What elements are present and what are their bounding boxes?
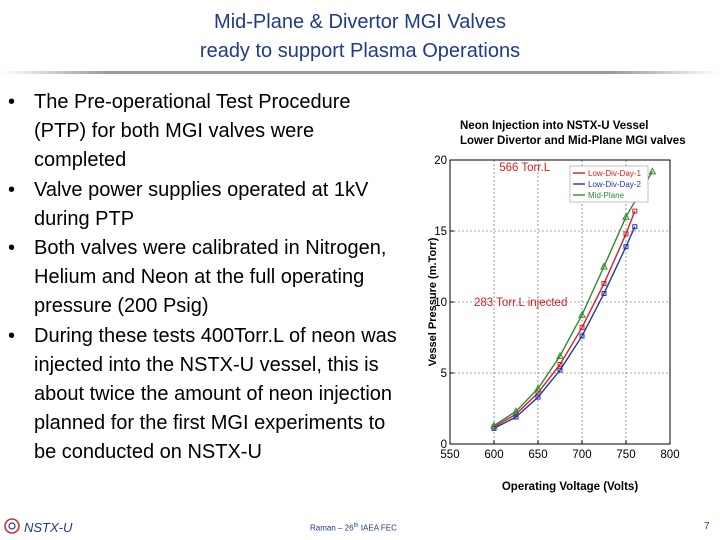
- series-line-2: [493, 171, 654, 427]
- x-tick-label: 550: [440, 449, 459, 461]
- data-point: [556, 351, 564, 359]
- y-axis-label: Vessel Pressure (m.Torr): [428, 237, 439, 366]
- data-point: [557, 361, 563, 367]
- y-tick-label: 5: [441, 368, 447, 380]
- presenter-sup: th: [353, 523, 359, 529]
- footer-presenter: Raman – 26th IAEA FEC: [310, 523, 397, 533]
- data-point: [632, 208, 638, 214]
- y-tick-label: 20: [434, 155, 447, 167]
- page-number: 7: [704, 521, 710, 532]
- footer-brand: NSTX-U: [24, 520, 73, 535]
- chart-annotation: 283 Torr.L injected: [474, 297, 567, 309]
- data-point: [648, 167, 657, 175]
- bullet-marker: •: [8, 178, 16, 201]
- slide-title-line-2: ready to support Plasma Operations: [199, 40, 521, 62]
- bullet-item: • Both valves were calibrated in Nitrogen…: [8, 234, 408, 322]
- legend-label: Low-Div-Day-1: [588, 169, 641, 178]
- x-tick-label: 600: [484, 449, 503, 461]
- x-tick-label: 650: [528, 449, 547, 461]
- data-point: [490, 421, 498, 429]
- data-point: [623, 231, 629, 237]
- bullet-marker: •: [8, 324, 16, 347]
- bullet-text: Both valves were calibrated in Nitrogen,…: [34, 237, 387, 318]
- series-line-0: [493, 210, 636, 428]
- data-point: [622, 212, 630, 220]
- title-divider: [0, 71, 720, 74]
- data-point: [557, 367, 563, 373]
- presenter-text: Raman – 26: [310, 523, 354, 533]
- data-point: [579, 333, 585, 339]
- slide-title-line-1: Mid-Plane & Divertor MGI Valves: [214, 11, 506, 33]
- y-tick-label: 10: [434, 297, 447, 309]
- bullet-item: • The Pre-operational Test Procedure (PTP…: [8, 88, 408, 176]
- slide-title: Mid-Plane & Divertor MGI Valves ready to…: [0, 8, 720, 66]
- data-point: [535, 394, 541, 400]
- bullet-text: The Pre-operational Test Procedure (PTP)…: [34, 91, 351, 172]
- bullet-list: • The Pre-operational Test Procedure (PTP…: [8, 88, 408, 468]
- bullet-item: • During these tests 400Torr.L of neon wa…: [8, 322, 408, 468]
- data-point: [600, 262, 608, 270]
- data-point: [601, 281, 607, 287]
- legend-label: Low-Div-Day-2: [588, 180, 641, 189]
- data-point: [632, 224, 638, 230]
- y-tick-label: 0: [441, 439, 447, 451]
- x-tick-label: 800: [660, 449, 679, 461]
- bullet-text: During these tests 400Torr.L of neon was…: [34, 324, 397, 464]
- legend-label: Mid-Plane: [588, 191, 625, 200]
- y-tick-label: 15: [434, 226, 447, 238]
- bullet-marker: •: [8, 237, 16, 260]
- data-point: [578, 310, 586, 318]
- data-point: [512, 407, 520, 415]
- data-point: [623, 244, 629, 250]
- chart-annotation: 566 Torr.L: [499, 162, 551, 174]
- data-point: [579, 325, 585, 331]
- data-point: [534, 384, 542, 392]
- data-point: [513, 414, 519, 420]
- nstx-logo-icon: [4, 518, 20, 534]
- bullet-text: Valve power supplies operated at 1kV dur…: [34, 178, 369, 230]
- x-tick-label: 750: [616, 449, 635, 461]
- data-point: [601, 290, 607, 296]
- presenter-tail: IAEA FEC: [358, 523, 397, 533]
- x-tick-label: 700: [572, 449, 591, 461]
- chart-title-line: Neon Injection into NSTX-U Vessel: [460, 120, 649, 132]
- chart-title-line: Lower Divertor and Mid-Plane MGI valves: [460, 135, 686, 147]
- bullet-item: • Valve power supplies operated at 1kV du…: [8, 176, 408, 234]
- neon-injection-chart: Neon Injection into NSTX-U Vessel Lower D…: [428, 120, 686, 493]
- x-axis-label: Operating Voltage (Volts): [502, 481, 638, 493]
- series-line-1: [493, 226, 636, 430]
- bullet-marker: •: [8, 91, 16, 113]
